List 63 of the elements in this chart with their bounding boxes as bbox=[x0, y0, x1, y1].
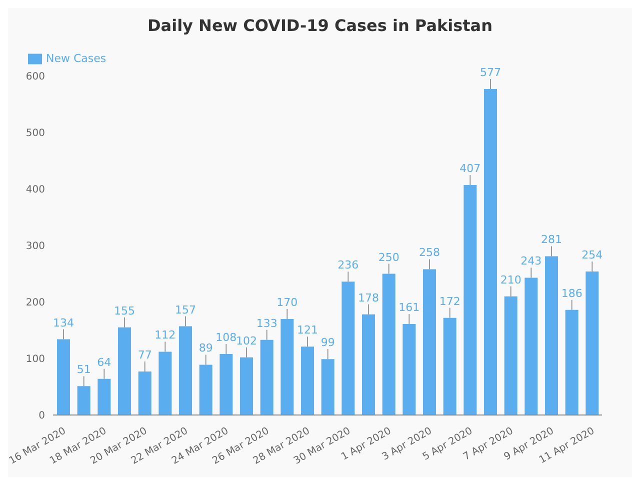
data-label: 236 bbox=[338, 258, 359, 272]
data-label: 102 bbox=[236, 334, 257, 348]
data-label: 172 bbox=[439, 294, 460, 308]
bar bbox=[464, 185, 477, 415]
data-label: 155 bbox=[114, 304, 135, 318]
data-label: 89 bbox=[198, 342, 213, 355]
data-label: 407 bbox=[460, 162, 481, 176]
y-tick-label: 0 bbox=[38, 410, 45, 422]
y-tick-label: 100 bbox=[26, 354, 45, 366]
data-label: 64 bbox=[97, 356, 112, 369]
bar bbox=[586, 271, 599, 415]
data-label: 161 bbox=[398, 301, 420, 314]
bar bbox=[524, 278, 538, 415]
data-label: 133 bbox=[256, 316, 278, 330]
bar bbox=[423, 269, 436, 415]
bar bbox=[77, 386, 90, 415]
bar bbox=[565, 310, 578, 415]
bar bbox=[57, 339, 70, 415]
bar bbox=[382, 274, 396, 415]
data-label: 77 bbox=[138, 348, 152, 362]
data-label: 577 bbox=[480, 66, 501, 79]
data-label: 121 bbox=[297, 324, 318, 337]
data-label: 186 bbox=[561, 286, 582, 300]
bar bbox=[342, 282, 355, 415]
legend-label: New Cases bbox=[46, 52, 106, 66]
bar bbox=[220, 354, 233, 415]
data-label: 99 bbox=[320, 336, 335, 350]
bar bbox=[199, 364, 212, 415]
y-tick-label: 600 bbox=[26, 72, 45, 83]
data-label: 108 bbox=[216, 330, 237, 344]
data-label: 243 bbox=[520, 254, 542, 268]
bar bbox=[240, 357, 253, 415]
y-tick-label: 200 bbox=[26, 298, 45, 309]
chart-title: Daily New COVID-19 Cases in Pakistan bbox=[146, 15, 494, 37]
bar bbox=[484, 88, 497, 415]
bar bbox=[402, 324, 416, 415]
bar bbox=[443, 318, 456, 415]
bar bbox=[321, 359, 334, 415]
data-label: 157 bbox=[175, 303, 196, 316]
bar bbox=[158, 352, 172, 415]
data-label: 281 bbox=[541, 233, 562, 246]
bar bbox=[118, 327, 131, 415]
y-tick-label: 300 bbox=[26, 241, 45, 252]
data-label: 51 bbox=[76, 363, 91, 376]
bar bbox=[362, 314, 375, 415]
data-label: 254 bbox=[582, 248, 603, 262]
data-label: 170 bbox=[276, 296, 298, 309]
bar bbox=[98, 378, 111, 415]
data-label: 178 bbox=[358, 291, 379, 304]
data-label: 250 bbox=[378, 250, 400, 264]
data-label: 112 bbox=[154, 328, 176, 342]
data-label: 134 bbox=[53, 316, 74, 330]
y-tick-label: 400 bbox=[26, 184, 45, 196]
bar bbox=[545, 256, 558, 415]
bar bbox=[138, 371, 152, 415]
bar bbox=[260, 340, 274, 415]
y-tick-label: 500 bbox=[26, 128, 45, 140]
data-label: 210 bbox=[500, 273, 522, 286]
bar bbox=[504, 296, 518, 415]
bar bbox=[280, 318, 294, 415]
data-label: 258 bbox=[419, 246, 440, 260]
bar bbox=[179, 326, 192, 415]
bar bbox=[301, 346, 314, 415]
